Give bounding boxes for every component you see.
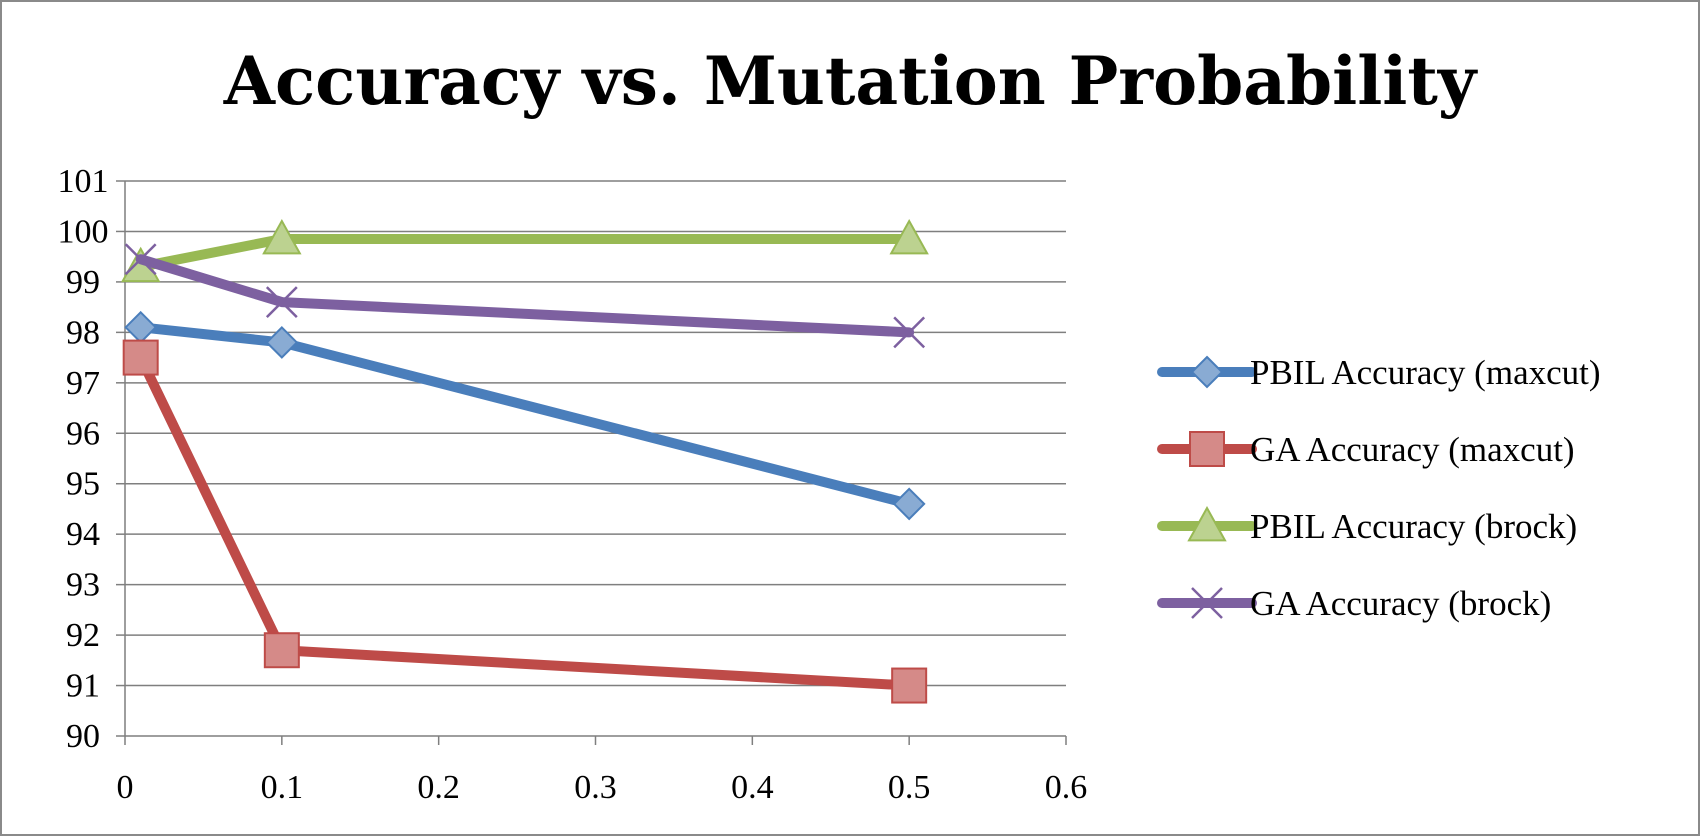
legend-item-3: GA Accuracy (brock): [1157, 584, 1551, 623]
data-point: [889, 218, 929, 255]
legend-item-1: GA Accuracy (maxcut): [1157, 430, 1575, 469]
series-1: [122, 339, 928, 704]
axes: 90 91 92 93 94 95 96 97 98 99 100 101 0 0.1 0.2 0.3 0.4 0…: [58, 163, 1088, 806]
y-tick-label: 92: [66, 617, 100, 654]
y-tick-label: 93: [66, 567, 100, 604]
legend-label: PBIL Accuracy (brock): [1250, 507, 1577, 546]
x-tick-label: 0: [117, 769, 134, 806]
legend-marker: [1190, 355, 1224, 389]
legend-item-0: PBIL Accuracy (maxcut): [1157, 353, 1601, 392]
y-tick-label: 91: [66, 668, 100, 705]
x-tick-label: 0.4: [731, 769, 774, 806]
data-point: [893, 316, 926, 349]
x-tick-label: 0.3: [574, 769, 617, 806]
data-point: [262, 218, 302, 255]
series-2: [120, 218, 929, 283]
legend-label: GA Accuracy (maxcut): [1250, 430, 1575, 469]
legend-item-2: PBIL Accuracy (brock): [1157, 505, 1577, 546]
y-tick-label: 94: [66, 516, 100, 553]
data-point: [122, 339, 159, 376]
x-tick-label: 0.2: [417, 769, 460, 806]
data-point: [891, 667, 928, 704]
series-3: [124, 243, 926, 349]
data-point: [892, 487, 926, 521]
y-tick-label: 98: [66, 314, 100, 351]
x-tick-label: 0.6: [1045, 769, 1088, 806]
legend: PBIL Accuracy (maxcut) GA Accuracy (maxcu…: [1157, 353, 1601, 623]
data-point: [263, 632, 300, 669]
y-tick-label: 96: [66, 415, 100, 452]
data-point: [265, 326, 299, 359]
series-layer: [120, 218, 929, 704]
data-point: [265, 286, 298, 318]
data-point: [124, 243, 157, 276]
legend-marker: [1187, 505, 1227, 542]
legend-marker: [1191, 587, 1223, 619]
chart-title: Accuracy vs. Mutation Probability: [223, 42, 1477, 120]
legend-marker: [1189, 431, 1225, 467]
legend-label: PBIL Accuracy (maxcut): [1250, 353, 1601, 392]
legend-label: GA Accuracy (brock): [1250, 584, 1551, 623]
y-tick-label: 95: [66, 466, 100, 503]
x-tick-label: 0.1: [261, 769, 304, 806]
series-0: [124, 310, 926, 521]
y-tick-label: 90: [66, 718, 100, 755]
y-tick-label: 99: [66, 264, 100, 301]
x-tick-label: 0.5: [888, 769, 931, 806]
y-tick-label: 101: [58, 163, 109, 200]
y-tick-label: 100: [58, 213, 109, 250]
y-tick-label: 97: [66, 365, 100, 402]
